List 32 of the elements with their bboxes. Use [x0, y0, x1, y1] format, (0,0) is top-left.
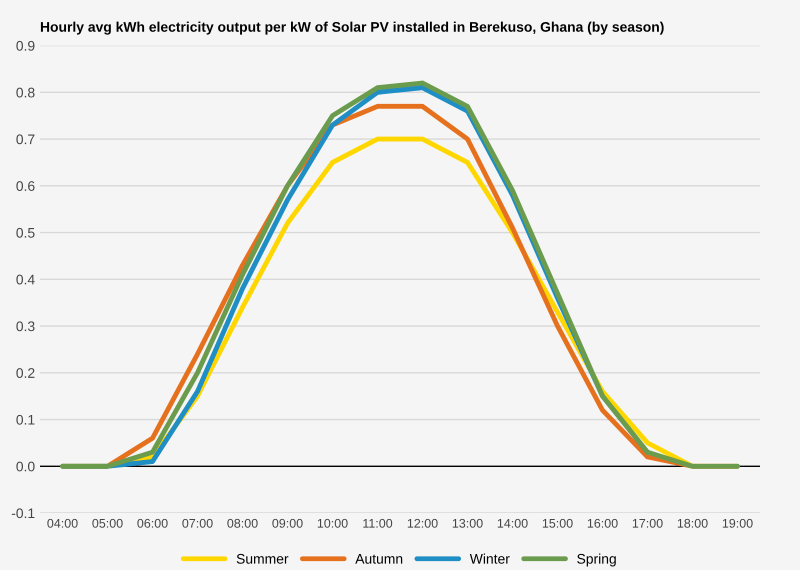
y-tick-label: 0.9: [16, 40, 34, 51]
x-tick-label: 15:00: [542, 518, 573, 528]
x-tick-label: 06:00: [137, 518, 168, 528]
y-tick-label: 0.8: [16, 88, 35, 98]
y-tick-label: 0.2: [16, 368, 34, 378]
x-tick-label: 09:00: [272, 518, 303, 528]
x-tick-label: 13:00: [452, 518, 483, 528]
legend-label: Autumn: [355, 554, 402, 564]
x-tick-label: 14:00: [498, 518, 528, 528]
x-tick-label: 05:00: [92, 518, 123, 528]
x-tick-label: 17:00: [632, 518, 663, 528]
x-tick-label: 10:00: [318, 518, 348, 528]
legend-label: Spring: [577, 554, 616, 566]
x-tick-label: 11:00: [363, 518, 392, 528]
x-tick-label: 07:00: [182, 518, 213, 528]
y-tick-label: 0.7: [16, 134, 34, 144]
y-tick-label: 0.4: [16, 274, 35, 284]
y-tick-label: 0.3: [16, 321, 35, 332]
legend-label: Summer: [236, 554, 288, 564]
legend-label: Winter: [470, 554, 510, 564]
x-tick-label: 04:00: [47, 518, 78, 528]
y-tick-label: 0.5: [16, 228, 35, 238]
x-tick-label: 12:00: [408, 518, 438, 528]
x-tick-label: 18:00: [678, 518, 708, 528]
x-tick-label: 08:00: [227, 518, 258, 528]
x-tick-label: 16:00: [588, 518, 618, 528]
x-tick-label: 19:00: [722, 518, 753, 528]
chart-title: Hourly avg kWh electricity output per kW of Solar PV installed in Berekuso, Ghana (by season): [40, 22, 664, 35]
y-tick-label: 0.6: [16, 181, 35, 191]
y-tick-label: 0.0: [16, 462, 35, 472]
y-tick-label: 0.1: [16, 414, 34, 425]
y-tick-label: -0.1: [12, 508, 34, 518]
